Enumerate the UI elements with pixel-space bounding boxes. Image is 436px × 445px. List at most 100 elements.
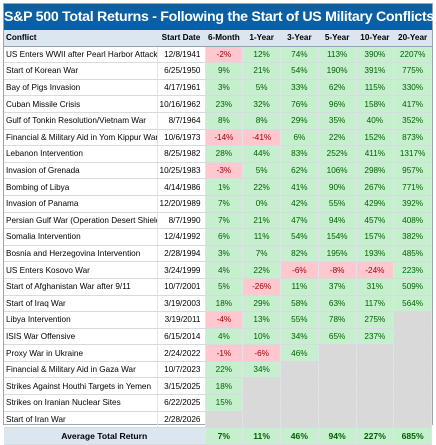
returns-table: Conflict Start Date 6-Month 1-Year 3-Yea… (4, 30, 432, 445)
conflict-name: Bay of Pigs Invasion (4, 79, 158, 97)
column-header: 20-Year (393, 30, 432, 47)
return-value: 33% (280, 79, 319, 97)
conflict-name: Gulf of Tonkin Resolution/Vietnam War (4, 112, 158, 130)
empty-return-cell (242, 377, 281, 396)
average-value: 7% (205, 427, 244, 445)
conflict-name: Strikes Against Houthi Targets in Yemen (4, 377, 158, 396)
return-value: 485% (393, 245, 432, 263)
start-date: 3/19/2003 (157, 295, 206, 313)
return-value: 5% (242, 162, 281, 180)
return-value: 267% (356, 178, 395, 196)
return-value: 18% (205, 377, 244, 396)
return-value: 74% (280, 46, 319, 64)
column-header: 1-Year (242, 30, 281, 47)
empty-return-cell (318, 411, 357, 429)
start-date: 3/19/2011 (157, 311, 206, 329)
conflict-name: Start of Iran War (4, 411, 158, 429)
column-header: 10-Year (356, 30, 395, 47)
conflict-name: Start of Korean War (4, 62, 158, 80)
table-row: Strikes on Iranian Nuclear Sites 6/22/202… (4, 394, 432, 412)
return-value: 54% (280, 228, 319, 246)
return-value: 7% (205, 195, 244, 213)
return-value: 771% (393, 178, 432, 196)
return-value: 34% (242, 361, 281, 379)
empty-return-cell (393, 328, 432, 346)
conflict-name: Proxy War in Ukraine (4, 344, 158, 362)
conflict-name: Invasion of Panama (4, 195, 158, 213)
return-value: 775% (393, 62, 432, 80)
average-label: Average Total Return (4, 427, 206, 445)
conflict-name: Financial & Military Aid in Gaza War (4, 361, 158, 379)
return-value: 7% (242, 245, 281, 263)
return-value: 31% (356, 278, 395, 296)
return-value: -26% (242, 278, 281, 296)
return-value: 29% (280, 112, 319, 130)
table-row: Bombing of Libya 4/14/1986 1% 22% 41% 90% 267%… (4, 178, 432, 196)
table-row: Start of Korean War 6/25/1950 9% 21% 54% 190%… (4, 62, 432, 80)
return-value: 63% (318, 295, 357, 313)
empty-return-cell (356, 344, 395, 362)
start-date: 6/22/2025 (157, 394, 206, 412)
return-value: 158% (356, 95, 395, 113)
return-value: 46% (280, 344, 319, 362)
conflict-name: Somalia Intervention (4, 228, 158, 246)
start-date: 8/7/1990 (157, 212, 206, 230)
average-value: 685% (393, 427, 432, 445)
empty-return-cell (356, 361, 395, 379)
empty-return-cell (280, 411, 319, 429)
conflict-name: Start of Iraq War (4, 295, 158, 313)
start-date: 10/6/1973 (157, 129, 206, 147)
conflict-name: Persian Gulf War (Operation Desert Shiel… (4, 212, 158, 230)
return-value: 157% (356, 228, 395, 246)
return-value: 21% (242, 62, 281, 80)
return-value: 5% (205, 278, 244, 296)
return-value: 28% (205, 145, 244, 163)
return-value: 9% (205, 62, 244, 80)
table-row: Cuban Missile Crisis 10/16/1962 23% 32% 76% 9… (4, 95, 432, 113)
return-value: 417% (393, 95, 432, 113)
empty-return-cell (318, 361, 357, 379)
return-value: 55% (318, 195, 357, 213)
return-value: 2207% (393, 46, 432, 64)
return-value: 12% (242, 46, 281, 64)
return-value: 65% (318, 328, 357, 346)
empty-return-cell (393, 344, 432, 362)
return-value: 115% (356, 79, 395, 97)
return-value: 6% (280, 129, 319, 147)
return-value: 408% (393, 212, 432, 230)
return-value: 3% (205, 79, 244, 97)
column-header: 5-Year (318, 30, 357, 47)
conflict-name: US Enters Kosovo War (4, 261, 158, 279)
empty-return-cell (393, 377, 432, 396)
table-row: Strikes Against Houthi Targets in Yemen 3… (4, 377, 432, 396)
start-date: 12/20/1989 (157, 195, 206, 213)
start-date: 6/15/2014 (157, 328, 206, 346)
conflict-name: Bombing of Libya (4, 178, 158, 196)
return-value: 390% (356, 46, 395, 64)
table-row: US Enters WWII after Pearl Harbor Attack… (4, 46, 432, 64)
return-value: 22% (205, 361, 244, 379)
table-row: Financial & Military Aid in Yom Kippur W… (4, 129, 432, 147)
empty-return-cell (356, 377, 395, 396)
return-value: -2% (205, 46, 244, 64)
return-value: 382% (393, 228, 432, 246)
return-value: 117% (356, 295, 395, 313)
start-date: 2/24/2022 (157, 344, 206, 362)
average-value: 94% (318, 427, 357, 445)
table-row: Start of Iran War 2/28/2026 (4, 411, 432, 429)
return-value: 62% (318, 79, 357, 97)
return-value: 34% (280, 328, 319, 346)
return-value: 564% (393, 295, 432, 313)
return-value: 18% (205, 295, 244, 313)
table-row: Lebanon Intervention 8/25/1982 28% 44% 83% 25… (4, 145, 432, 163)
return-value: 35% (318, 112, 357, 130)
average-row: Average Total Return 7% 11% 46% 94% 227%… (4, 427, 432, 445)
return-value: -8% (318, 261, 357, 279)
return-value: 22% (242, 178, 281, 196)
return-value: 83% (280, 145, 319, 163)
return-value: 3% (205, 245, 244, 263)
return-value: 82% (280, 245, 319, 263)
column-header: Conflict (4, 30, 158, 47)
start-date: 6/25/1950 (157, 62, 206, 80)
return-value: 7% (205, 212, 244, 230)
